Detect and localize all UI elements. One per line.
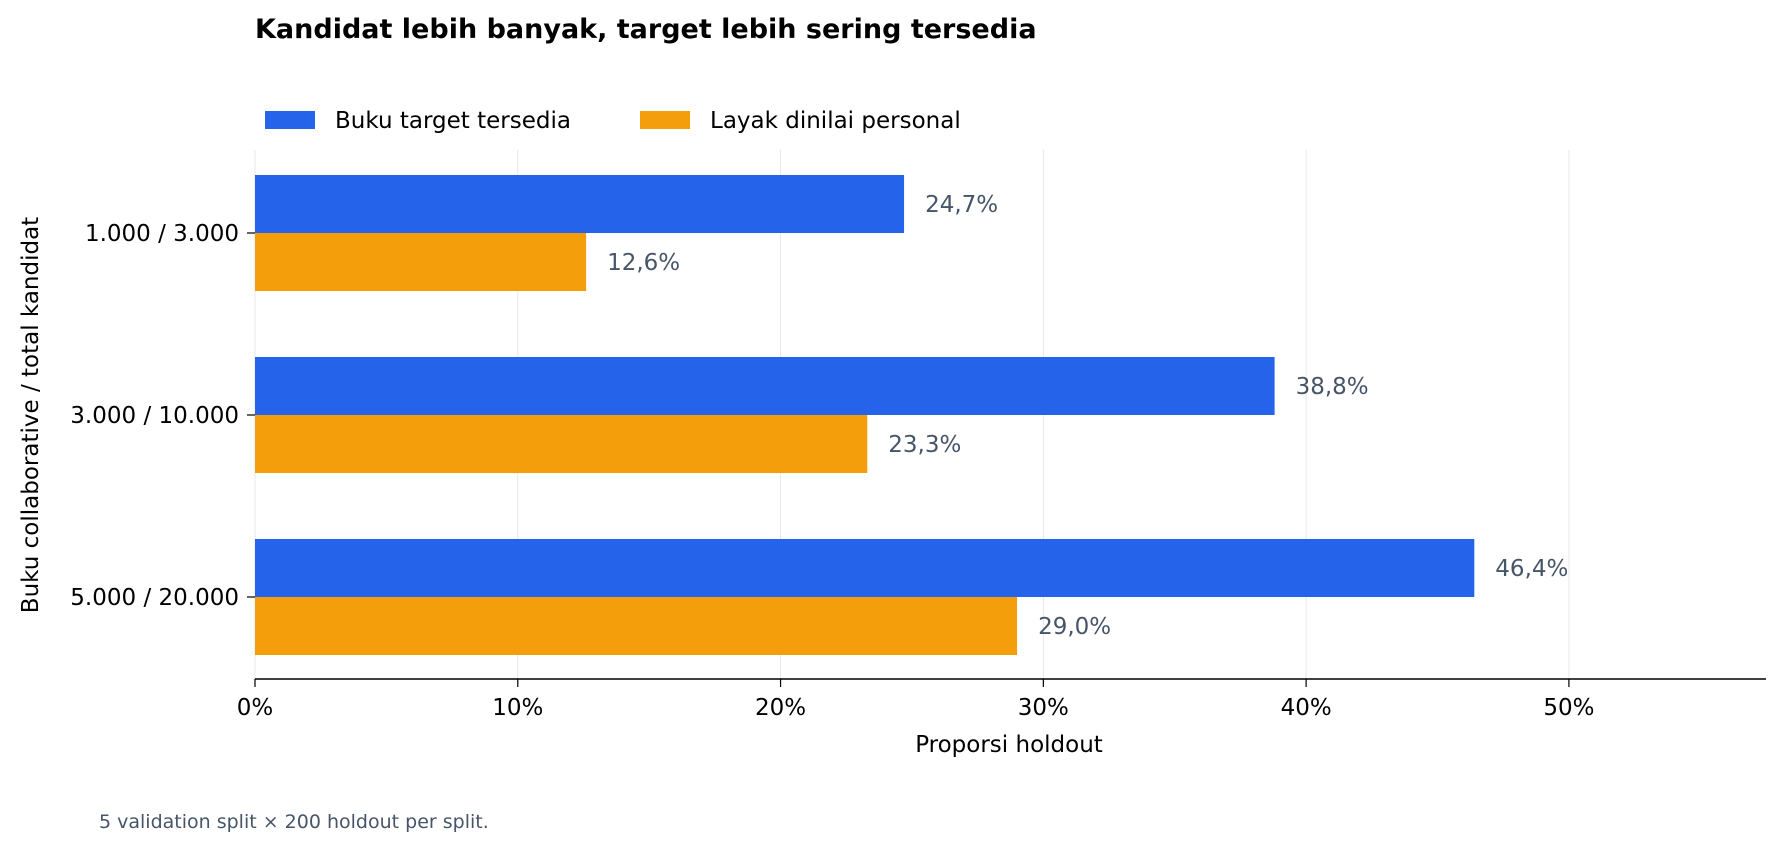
data-label-personal-2: 29,0% <box>1038 614 1111 640</box>
x-tick-label-5: 50% <box>1543 695 1594 721</box>
bars <box>255 175 1475 655</box>
x-axis-label: Proporsi holdout <box>915 732 1103 758</box>
data-labels: 24,7% 12,6% 38,8% 23,3% 46,4% 29,0% <box>607 192 1568 640</box>
bar-personal-1 <box>255 415 868 473</box>
y-tick-label-0: 1.000 / 3.000 <box>85 221 239 247</box>
legend-label-personal: Layak dinilai personal <box>710 108 961 134</box>
chart-title: Kandidat lebih banyak, target lebih seri… <box>255 14 1037 45</box>
data-label-target-1: 38,8% <box>1296 374 1369 400</box>
x-tick-label-2: 20% <box>755 695 806 721</box>
bar-target-2 <box>255 539 1475 597</box>
axes: 0% 10% 20% 30% 40% 50% 1.000 / 3.000 3.000 / 10… <box>70 221 1766 721</box>
x-tick-label-4: 40% <box>1281 695 1332 721</box>
bar-target-0 <box>255 175 905 233</box>
y-axis-label: Buku collaborative / total kandidat <box>18 217 44 613</box>
x-tick-label-3: 30% <box>1018 695 1069 721</box>
x-tick-label-0: 0% <box>237 695 274 721</box>
data-label-target-2: 46,4% <box>1495 556 1568 582</box>
footnote: 5 validation split × 200 holdout per spl… <box>99 811 489 833</box>
data-label-target-0: 24,7% <box>925 192 998 218</box>
legend-label-target: Buku target tersedia <box>335 108 571 134</box>
bar-personal-0 <box>255 233 587 291</box>
y-tick-label-2: 5.000 / 20.000 <box>70 585 239 611</box>
y-tick-label-1: 3.000 / 10.000 <box>70 403 239 429</box>
legend-swatch-target <box>265 111 315 129</box>
bar-personal-2 <box>255 597 1018 655</box>
legend-swatch-personal <box>640 111 690 129</box>
data-label-personal-1: 23,3% <box>888 432 961 458</box>
data-label-personal-0: 12,6% <box>607 250 680 276</box>
bar-target-1 <box>255 357 1275 415</box>
legend: Buku target tersedia Layak dinilai person… <box>265 108 961 134</box>
x-tick-label-1: 10% <box>492 695 543 721</box>
